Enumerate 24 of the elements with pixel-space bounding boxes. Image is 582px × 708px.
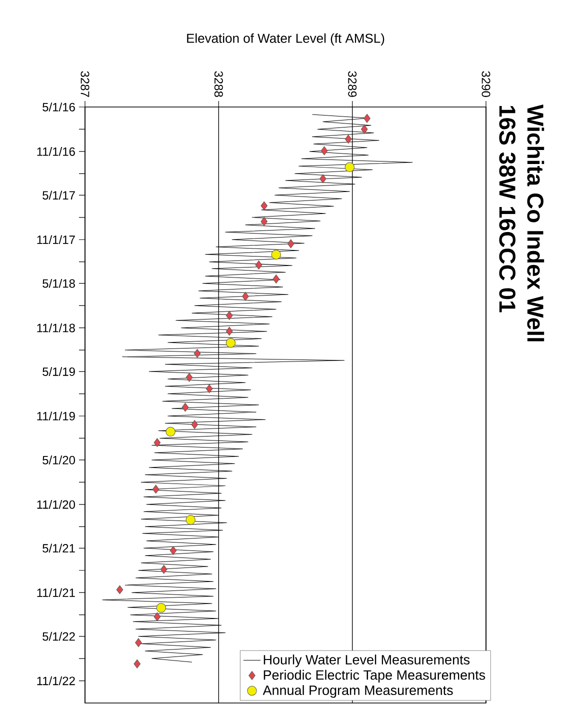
x-tick-label: 3289 [348, 71, 357, 97]
text: 16S 38W 16CCC 01 [499, 106, 516, 312]
legend-label: Periodic Electric Tape Measurements [264, 670, 486, 682]
y-tick-label: 5/1/16 [42, 102, 75, 112]
y-tick-label: 11/1/19 [37, 412, 75, 420]
x-tick-label: 3287 [80, 71, 90, 97]
y-tick-label: 11/1/21 [37, 588, 75, 597]
y-tick-label: 5/1/18 [42, 278, 75, 288]
x-axis-title: Elevation of Water Level (ft AMSL) [187, 33, 384, 46]
text: Wichita Co Index Well [527, 104, 544, 342]
x-tick-label: 3290 [482, 71, 490, 97]
y-tick-label: 5/1/19 [42, 367, 75, 376]
legend-label: Hourly Water Level Measurements [264, 654, 470, 668]
legend-label: Annual Program Measurements [262, 685, 453, 698]
y-tick-label: 5/1/20 [42, 456, 76, 464]
y-tick-label: 11/1/16 [37, 147, 75, 156]
x-tick-label: 3288 [214, 71, 223, 97]
y-tick-label: 11/1/17 [37, 235, 75, 244]
y-tick-label: 11/1/22 [37, 676, 75, 686]
y-tick-label: 11/1/18 [37, 323, 75, 332]
y-tick-label: 5/1/22 [42, 632, 75, 641]
y-tick-label: 11/1/20 [37, 500, 76, 509]
y-tick-label: 5/1/17 [42, 190, 75, 200]
y-tick-label: 5/1/21 [42, 544, 75, 553]
